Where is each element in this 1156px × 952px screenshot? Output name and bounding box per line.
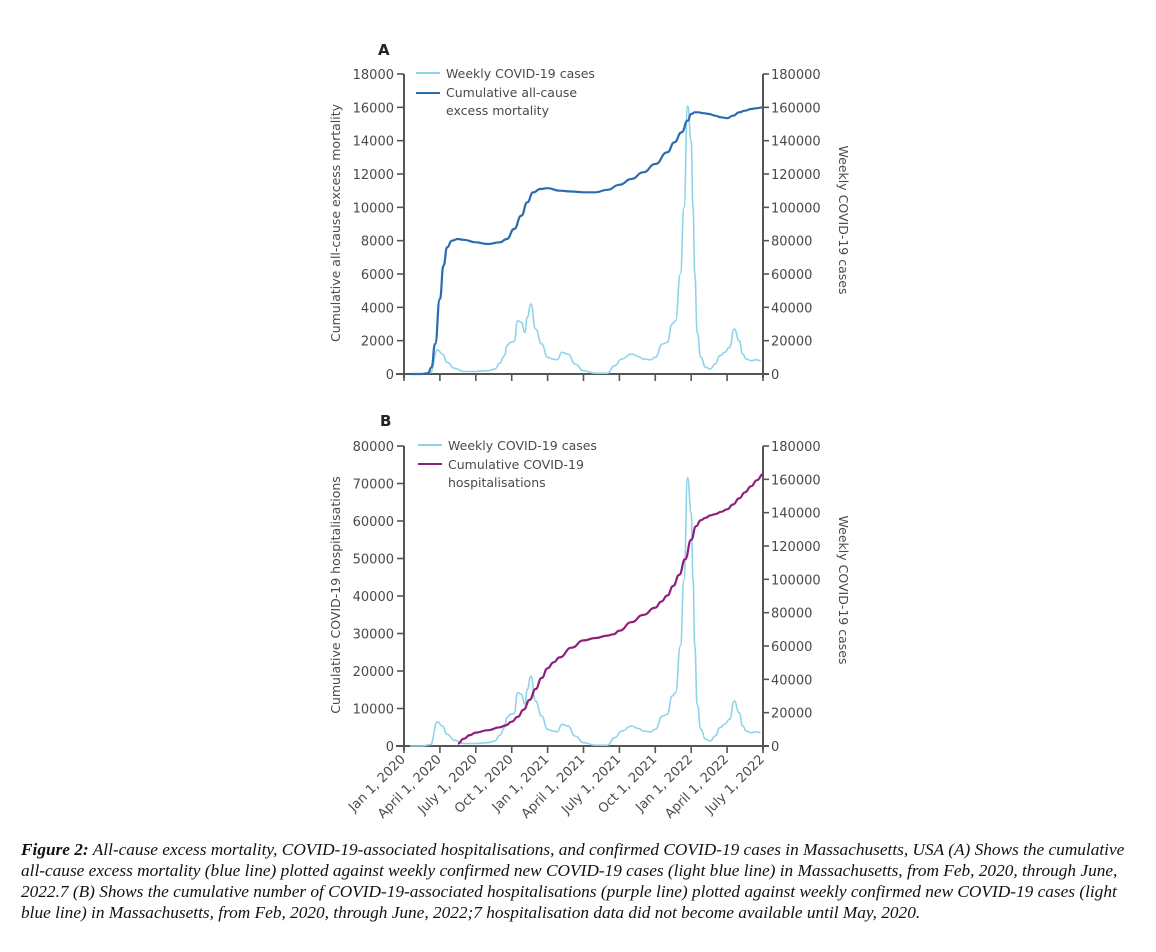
right-tick-label: 140000: [771, 135, 821, 150]
right-tick-label: 140000: [771, 507, 821, 522]
panel-a-x-axis: [396, 373, 769, 381]
panel-a-series: [409, 104, 764, 376]
left-tick-label: 10000: [353, 703, 394, 718]
left-tick-label: 50000: [353, 553, 394, 568]
left-tick-label: 30000: [353, 628, 394, 643]
left-tick-label: 18000: [353, 68, 394, 83]
series-line-weekly-covid-19-cases: [409, 104, 761, 375]
panel-b-legend: Weekly COVID-19 cases Cumulative COVID-1…: [418, 438, 597, 490]
right-tick-label: 80000: [771, 607, 812, 622]
left-tick-label: 14000: [353, 135, 394, 150]
left-tick-label: 16000: [353, 101, 394, 116]
series-line-weekly-covid-19-cases: [410, 476, 761, 747]
left-tick-label: 8000: [361, 235, 394, 250]
right-tick-label: 40000: [771, 673, 812, 688]
right-tick-label: 60000: [771, 640, 812, 655]
right-tick-label: 120000: [771, 168, 821, 183]
legend-label-excess-mortality-line2: excess mortality: [446, 103, 550, 118]
left-tick-label: 80000: [353, 440, 394, 455]
right-tick-label: 100000: [771, 201, 821, 216]
right-tick-label: 0: [771, 740, 779, 755]
series-line-cumulative-covid-19-hospitalisations: [457, 473, 764, 745]
right-tick-label: 20000: [771, 707, 812, 722]
legend-label-weekly-cases: Weekly COVID-19 cases: [446, 66, 595, 81]
panel-a-legend: Weekly COVID-19 cases Cumulative all-cau…: [416, 66, 595, 118]
left-tick-label: 0: [386, 368, 394, 383]
right-tick-label: 180000: [771, 440, 821, 455]
panel-b: B 0 10000 20000 30000 40000 50000 60000 70000 80…: [328, 412, 851, 822]
panel-a: A 0 2000 4000 6000 8000 10000 12000 14000 16000 1…: [328, 41, 851, 383]
left-tick-label: 4000: [361, 301, 394, 316]
right-tick-label: 100000: [771, 573, 821, 588]
right-tick-label: 80000: [771, 235, 812, 250]
left-tick-label: 2000: [361, 335, 394, 350]
right-tick-label: 120000: [771, 540, 821, 555]
panel-b-left-axis: 0 10000 20000 30000 40000 50000 60000 70000 8000…: [353, 440, 405, 755]
panel-b-letter: B: [380, 412, 391, 430]
figure: A 0 2000 4000 6000 8000 10000 12000 14000 16000 1…: [328, 41, 851, 822]
panel-b-right-axis-title: Weekly COVID-19 cases: [836, 516, 851, 665]
left-tick-label: 12000: [353, 168, 394, 183]
right-tick-label: 160000: [771, 101, 821, 116]
left-tick-label: 6000: [361, 268, 394, 283]
panel-a-right-axis-title: Weekly COVID-19 cases: [836, 146, 851, 295]
panel-a-left-axis-title: Cumulative all-cause excess mortality: [328, 103, 343, 342]
panel-b-left-axis-title: Cumulative COVID-19 hospitalisations: [328, 476, 343, 714]
panel-b-right-axis: 0 20000 40000 60000 80000 100000 120000 140000 1…: [762, 440, 821, 755]
right-tick-label: 40000: [771, 301, 812, 316]
right-tick-label: 60000: [771, 268, 812, 283]
legend-label-hospitalisations-line2: hospitalisations: [448, 475, 546, 490]
caption-label: Figure 2:: [21, 840, 89, 859]
figure-caption: Figure 2: All-cause excess mortality, CO…: [21, 839, 1141, 923]
left-tick-label: 0: [386, 740, 394, 755]
right-tick-label: 180000: [771, 68, 821, 83]
series-line-cumulative-all-cause-excess-mortality: [409, 106, 764, 376]
legend-label-weekly-cases: Weekly COVID-19 cases: [448, 438, 597, 453]
legend-label-hospitalisations-line1: Cumulative COVID-19: [448, 457, 584, 472]
legend-label-excess-mortality-line1: Cumulative all-cause: [446, 85, 577, 100]
caption-text: All-cause excess mortality, COVID-19-ass…: [21, 840, 1125, 922]
panel-b-series: [410, 473, 764, 747]
left-tick-label: 60000: [353, 515, 394, 530]
left-tick-label: 70000: [353, 478, 394, 493]
right-tick-label: 160000: [771, 473, 821, 488]
right-tick-label: 0: [771, 368, 779, 383]
right-tick-label: 20000: [771, 335, 812, 350]
panel-a-letter: A: [378, 41, 390, 59]
left-tick-label: 20000: [353, 665, 394, 680]
left-tick-label: 10000: [353, 201, 394, 216]
panel-a-right-axis: 0 20000 40000 60000 80000 100000 120000 140000 1…: [762, 68, 821, 383]
left-tick-label: 40000: [353, 590, 394, 605]
panel-a-left-axis: 0 2000 4000 6000 8000 10000 12000 14000 16000 180…: [353, 68, 405, 383]
